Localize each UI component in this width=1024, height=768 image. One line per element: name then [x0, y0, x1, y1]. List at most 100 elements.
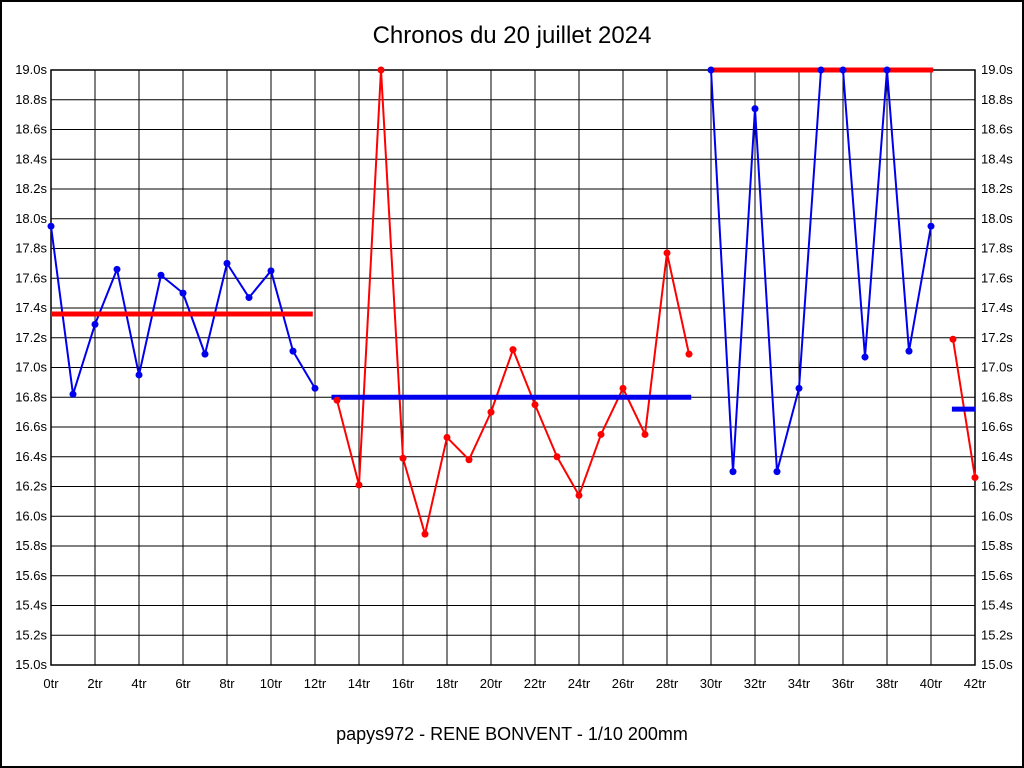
x-tick-label: 30tr	[700, 676, 723, 691]
data-point	[707, 66, 715, 74]
y-tick-label-left: 16.2s	[15, 479, 47, 494]
y-tick-label-right: 15.0s	[981, 657, 1013, 672]
y-tick-label-right: 15.8s	[981, 538, 1013, 553]
x-tick-label: 22tr	[524, 676, 547, 691]
data-point	[751, 105, 759, 113]
data-point	[927, 222, 935, 230]
y-tick-label-left: 15.8s	[15, 538, 47, 553]
series-line-tours-13-29	[336, 69, 690, 536]
data-point	[597, 430, 605, 438]
data-point	[795, 384, 803, 392]
data-point	[839, 66, 847, 74]
data-point	[443, 433, 451, 441]
y-tick-label-right: 18.6s	[981, 122, 1013, 137]
x-tick-label: 14tr	[348, 676, 371, 691]
data-point	[47, 222, 55, 230]
data-point	[729, 468, 737, 476]
x-tick-label: 40tr	[920, 676, 943, 691]
data-point	[685, 350, 693, 358]
data-point	[619, 384, 627, 392]
data-point	[333, 396, 341, 404]
data-point	[553, 453, 561, 461]
y-tick-label-left: 18.8s	[15, 92, 47, 107]
y-tick-label-left: 16.0s	[15, 508, 47, 523]
data-point	[377, 66, 385, 74]
data-point	[531, 401, 539, 409]
x-tick-label: 16tr	[392, 676, 415, 691]
data-point	[135, 371, 143, 379]
y-tick-label-right: 15.2s	[981, 627, 1013, 642]
data-point	[311, 384, 319, 392]
x-tick-label: 8tr	[219, 676, 235, 691]
series-line-tours-30-40	[710, 69, 932, 473]
y-tick-label-right: 17.4s	[981, 300, 1013, 315]
y-tick-label-right: 18.8s	[981, 92, 1013, 107]
data-point	[465, 456, 473, 464]
y-tick-label-right: 17.0s	[981, 360, 1013, 375]
y-tick-label-left: 18.6s	[15, 122, 47, 137]
y-tick-label-left: 15.6s	[15, 568, 47, 583]
y-tick-label-left: 17.8s	[15, 241, 47, 256]
x-tick-label: 26tr	[612, 676, 635, 691]
x-tick-label: 6tr	[175, 676, 191, 691]
y-tick-label-right: 17.6s	[981, 270, 1013, 285]
y-tick-label-right: 18.2s	[981, 181, 1013, 196]
x-tick-label: 0tr	[43, 676, 59, 691]
data-point	[905, 347, 913, 355]
y-tick-label-left: 16.6s	[15, 419, 47, 434]
y-tick-label-left: 15.4s	[15, 598, 47, 613]
x-tick-label: 38tr	[876, 676, 899, 691]
x-tick-label: 36tr	[832, 676, 855, 691]
y-tick-label-right: 18.0s	[981, 211, 1013, 226]
y-tick-label-left: 15.0s	[15, 657, 47, 672]
data-point	[575, 491, 583, 499]
data-point	[289, 347, 297, 355]
x-tick-label: 2tr	[87, 676, 103, 691]
x-tick-label: 42tr	[964, 676, 987, 691]
y-tick-label-left: 16.4s	[15, 449, 47, 464]
y-tick-label-right: 17.8s	[981, 241, 1013, 256]
y-tick-label-right: 17.2s	[981, 330, 1013, 345]
x-tick-label: 24tr	[568, 676, 591, 691]
x-tick-label: 34tr	[788, 676, 811, 691]
x-tick-label: 12tr	[304, 676, 327, 691]
x-tick-label: 4tr	[131, 676, 147, 691]
y-tick-label-left: 17.4s	[15, 300, 47, 315]
x-tick-label: 28tr	[656, 676, 679, 691]
y-tick-label-right: 19.0s	[981, 62, 1013, 77]
y-tick-label-right: 16.6s	[981, 419, 1013, 434]
y-tick-label-right: 15.4s	[981, 598, 1013, 613]
data-point	[223, 259, 231, 267]
y-tick-label-left: 19.0s	[15, 62, 47, 77]
data-point	[861, 353, 869, 361]
data-point	[817, 66, 825, 74]
y-tick-label-left: 18.0s	[15, 211, 47, 226]
data-point	[509, 346, 517, 354]
data-point	[201, 350, 209, 358]
x-tick-label: 32tr	[744, 676, 767, 691]
data-point	[91, 320, 99, 328]
y-tick-label-left: 17.6s	[15, 270, 47, 285]
plot-border	[50, 69, 976, 666]
y-tick-label-left: 17.2s	[15, 330, 47, 345]
y-tick-label-left: 17.0s	[15, 360, 47, 375]
x-tick-label: 18tr	[436, 676, 459, 691]
data-point	[949, 335, 957, 343]
chart-footer: papys972 - RENE BONVENT - 1/10 200mm	[336, 724, 688, 744]
data-point	[883, 66, 891, 74]
y-tick-label-left: 18.4s	[15, 151, 47, 166]
data-point	[69, 390, 77, 398]
data-point	[245, 294, 253, 302]
chart-title: Chronos du 20 juillet 2024	[372, 22, 652, 49]
data-point	[355, 481, 363, 489]
y-tick-label-right: 16.8s	[981, 389, 1013, 404]
x-tick-label: 10tr	[260, 676, 283, 691]
y-tick-label-left: 16.8s	[15, 389, 47, 404]
y-tick-label-right: 15.6s	[981, 568, 1013, 583]
y-tick-label-left: 18.2s	[15, 181, 47, 196]
y-tick-label-right: 16.2s	[981, 479, 1013, 494]
data-point	[663, 249, 671, 257]
data-point	[773, 468, 781, 476]
